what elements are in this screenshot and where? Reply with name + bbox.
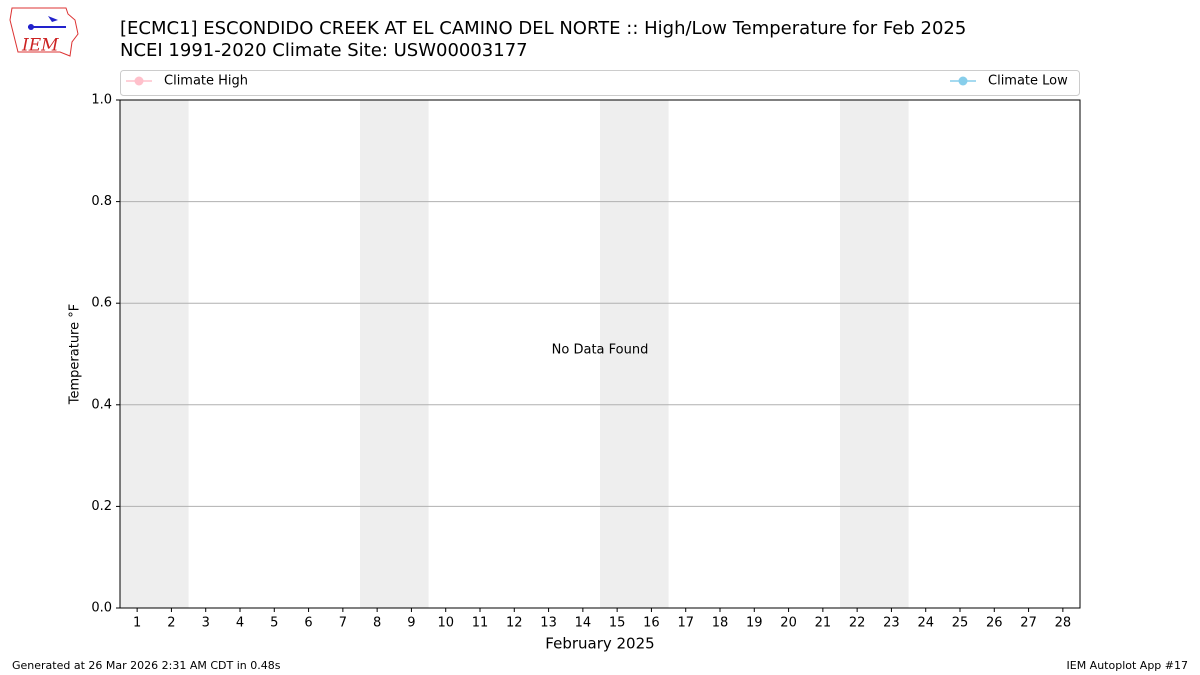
y-tick-label: 0.8 [91, 194, 112, 209]
y-axis-label: Temperature °F [68, 304, 83, 405]
x-tick-label: 27 [1020, 616, 1037, 631]
x-tick-label: 20 [780, 616, 797, 631]
chart-title: [ECMC1] ESCONDIDO CREEK AT EL CAMINO DEL… [120, 18, 966, 39]
x-tick-label: 2 [167, 616, 175, 631]
x-tick-label: 12 [506, 616, 523, 631]
logo-outline [9, 7, 79, 57]
x-tick-label: 24 [917, 616, 934, 631]
logo-text: IEM [21, 36, 59, 56]
annotation: No Data Found [552, 343, 649, 358]
x-axis-label: February 2025 [545, 635, 654, 653]
legend-marker [134, 76, 144, 86]
x-tick-label: 1 [133, 616, 141, 631]
x-tick-label: 26 [986, 616, 1003, 631]
weekend-band [360, 100, 429, 608]
footer-left: Generated at 26 Mar 2026 2:31 AM CDT in … [12, 659, 281, 672]
x-tick-label: 28 [1055, 616, 1072, 631]
weekend-shading [120, 100, 909, 608]
x-tick-label: 6 [304, 616, 312, 631]
logo: IEM [9, 7, 79, 57]
x-tick-label: 14 [575, 616, 592, 631]
x-tick-label: 19 [746, 616, 763, 631]
y-tick-label: 0.2 [91, 499, 112, 514]
x-tick-label: 25 [952, 616, 969, 631]
legend-marker [958, 76, 968, 86]
x-tick-label: 8 [373, 616, 381, 631]
x-tick-label: 18 [712, 616, 729, 631]
x-tick-label: 11 [472, 616, 489, 631]
weekend-band [600, 100, 669, 608]
legend-label: Climate Low [988, 74, 1068, 89]
x-tick-label: 5 [270, 616, 278, 631]
x-tick-label: 23 [883, 616, 900, 631]
y-tick-label: 0.0 [91, 601, 112, 616]
weekend-band [120, 100, 189, 608]
x-tick-label: 22 [849, 616, 866, 631]
legend-label: Climate High [164, 74, 248, 89]
chart-subtitle: NCEI 1991-2020 Climate Site: USW00003177 [120, 40, 528, 61]
x-tick-label: 4 [236, 616, 244, 631]
x-tick-label: 9 [407, 616, 415, 631]
axes-frame [119, 99, 1081, 609]
y-tick-label: 0.4 [91, 397, 112, 412]
x-tick-label: 3 [202, 616, 210, 631]
weekend-band [840, 100, 909, 608]
x-tick-label: 7 [339, 616, 347, 631]
x-tick-label: 16 [643, 616, 660, 631]
footer-right: IEM Autoplot App #17 [1067, 659, 1189, 672]
legend-box [120, 70, 1080, 96]
y-tick-label: 0.6 [91, 296, 112, 311]
x-tick-label: 15 [609, 616, 626, 631]
y-tick-label: 1.0 [91, 93, 112, 108]
x-tick-label: 21 [815, 616, 832, 631]
x-tick-label: 17 [677, 616, 694, 631]
logo-icon [28, 24, 34, 30]
logo-icon [48, 16, 58, 22]
x-tick-label: 10 [437, 616, 454, 631]
x-tick-label: 13 [540, 616, 557, 631]
